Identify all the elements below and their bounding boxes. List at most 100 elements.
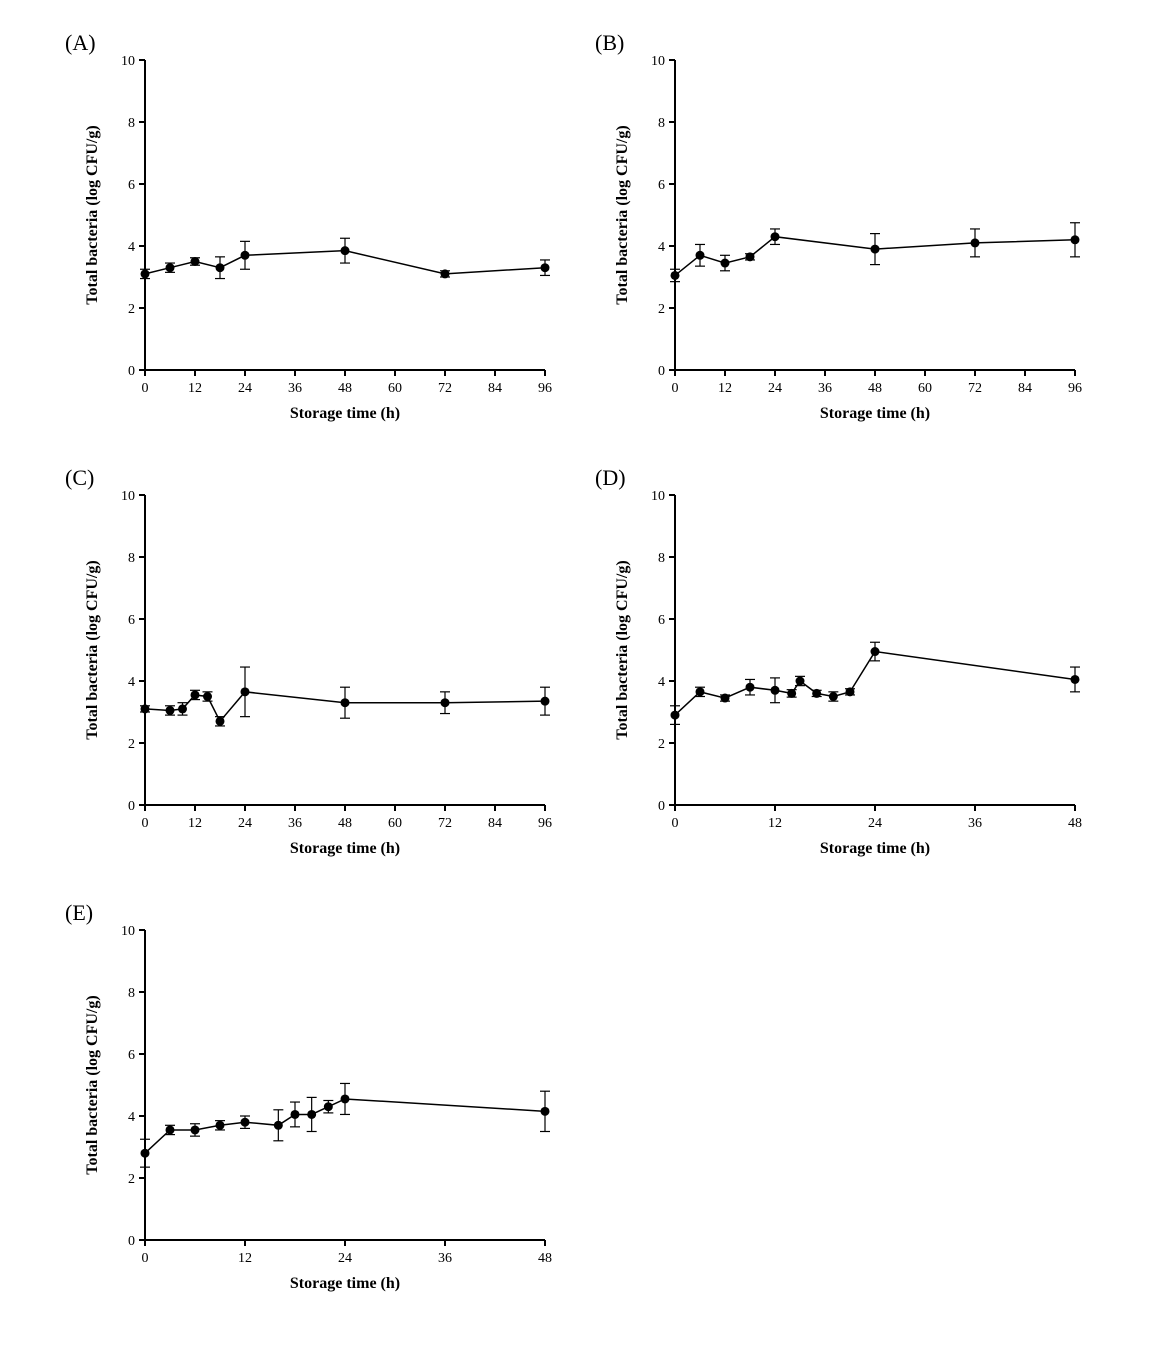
- ytick-label: 10: [651, 489, 665, 504]
- xtick-label: 36: [818, 381, 832, 396]
- data-marker: [1071, 235, 1080, 244]
- data-marker: [541, 697, 550, 706]
- panel-A: (A)024681001224364860728496Storage time …: [65, 30, 565, 430]
- data-marker: [812, 689, 821, 698]
- chart-A: 024681001224364860728496Storage time (h)…: [65, 30, 565, 430]
- data-marker: [166, 1125, 175, 1134]
- xtick-label: 24: [238, 381, 252, 396]
- x-axis-label: Storage time (h): [290, 405, 400, 422]
- data-marker: [216, 1121, 225, 1130]
- y-axis-label: Total bacteria (log CFU/g): [84, 125, 101, 304]
- xtick-label: 84: [488, 381, 502, 396]
- y-axis-label: Total bacteria (log CFU/g): [614, 125, 631, 304]
- data-marker: [141, 704, 150, 713]
- chart-D: 0246810012243648Storage time (h)Total ba…: [595, 465, 1095, 865]
- ytick-label: 2: [128, 737, 135, 752]
- data-marker: [307, 1110, 316, 1119]
- ytick-label: 10: [121, 489, 135, 504]
- xtick-label: 60: [388, 816, 402, 831]
- data-marker: [441, 698, 450, 707]
- ytick-label: 10: [121, 924, 135, 939]
- ytick-label: 8: [658, 116, 665, 131]
- ytick-label: 2: [658, 737, 665, 752]
- data-marker: [671, 711, 680, 720]
- xtick-label: 12: [718, 381, 732, 396]
- data-marker: [166, 706, 175, 715]
- xtick-label: 12: [188, 381, 202, 396]
- data-marker: [771, 686, 780, 695]
- xtick-label: 48: [338, 816, 352, 831]
- xtick-label: 72: [968, 381, 982, 396]
- data-marker: [191, 257, 200, 266]
- xtick-label: 24: [238, 816, 252, 831]
- data-marker: [441, 269, 450, 278]
- panel-label-A: (A): [65, 30, 96, 56]
- panel-B: (B)024681001224364860728496Storage time …: [595, 30, 1095, 430]
- x-axis-label: Storage time (h): [820, 405, 930, 422]
- ytick-label: 0: [658, 799, 665, 814]
- xtick-label: 24: [768, 381, 782, 396]
- data-marker: [216, 717, 225, 726]
- data-marker: [846, 687, 855, 696]
- data-marker: [796, 677, 805, 686]
- data-marker: [696, 251, 705, 260]
- data-marker: [871, 647, 880, 656]
- panel-label-B: (B): [595, 30, 624, 56]
- ytick-label: 0: [128, 1234, 135, 1249]
- xtick-label: 12: [188, 816, 202, 831]
- ytick-label: 0: [658, 364, 665, 379]
- data-marker: [191, 1125, 200, 1134]
- data-marker: [324, 1102, 333, 1111]
- data-marker: [341, 246, 350, 255]
- data-marker: [771, 232, 780, 241]
- data-marker: [241, 687, 250, 696]
- data-marker: [241, 251, 250, 260]
- xtick-label: 0: [672, 381, 679, 396]
- data-marker: [141, 1149, 150, 1158]
- ytick-label: 6: [658, 613, 665, 628]
- y-axis-label: Total bacteria (log CFU/g): [84, 995, 101, 1174]
- ytick-label: 2: [658, 302, 665, 317]
- xtick-label: 48: [538, 1251, 552, 1266]
- data-marker: [274, 1121, 283, 1130]
- ytick-label: 0: [128, 364, 135, 379]
- panel-D: (D)0246810012243648Storage time (h)Total…: [595, 465, 1095, 865]
- ytick-label: 4: [128, 1110, 135, 1125]
- ytick-label: 6: [128, 1048, 135, 1063]
- xtick-label: 48: [868, 381, 882, 396]
- ytick-label: 4: [658, 240, 665, 255]
- data-marker: [541, 263, 550, 272]
- ytick-label: 2: [128, 1172, 135, 1187]
- ytick-label: 8: [128, 551, 135, 566]
- xtick-label: 0: [672, 816, 679, 831]
- xtick-label: 84: [1018, 381, 1032, 396]
- data-marker: [671, 271, 680, 280]
- data-marker: [216, 263, 225, 272]
- figure-page: (A)024681001224364860728496Storage time …: [0, 0, 1150, 1362]
- xtick-label: 36: [968, 816, 982, 831]
- ytick-label: 10: [651, 54, 665, 69]
- xtick-label: 12: [768, 816, 782, 831]
- ytick-label: 0: [128, 799, 135, 814]
- ytick-label: 10: [121, 54, 135, 69]
- x-axis-label: Storage time (h): [290, 840, 400, 857]
- data-marker: [541, 1107, 550, 1116]
- data-marker: [721, 694, 730, 703]
- xtick-label: 60: [918, 381, 932, 396]
- data-marker: [871, 245, 880, 254]
- xtick-label: 36: [438, 1251, 452, 1266]
- ytick-label: 6: [658, 178, 665, 193]
- panel-E: (E)0246810012243648Storage time (h)Total…: [65, 900, 565, 1300]
- ytick-label: 2: [128, 302, 135, 317]
- xtick-label: 36: [288, 816, 302, 831]
- xtick-label: 48: [1068, 816, 1082, 831]
- xtick-label: 48: [338, 381, 352, 396]
- xtick-label: 0: [142, 816, 149, 831]
- ytick-label: 6: [128, 613, 135, 628]
- data-marker: [178, 704, 187, 713]
- data-marker: [291, 1110, 300, 1119]
- data-marker: [203, 692, 212, 701]
- xtick-label: 96: [538, 816, 552, 831]
- data-marker: [241, 1118, 250, 1127]
- data-marker: [971, 238, 980, 247]
